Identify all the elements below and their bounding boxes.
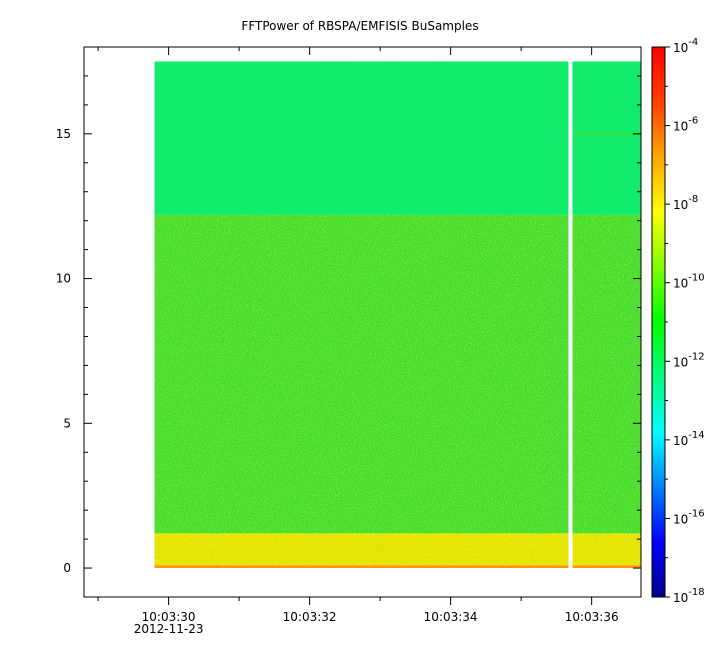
y-tick-label: 0 (63, 561, 71, 575)
spectrogram-texture-band (572, 565, 641, 569)
colorbar-fill (652, 47, 665, 597)
spectrogram-texture-band (154, 533, 569, 566)
colorbar-tick-label: 10-6 (673, 116, 698, 134)
x-tick-label: 10:03:36 (565, 610, 619, 624)
plot-frame (83, 46, 642, 598)
spectrogram-texture-band (154, 214, 569, 534)
colorbar-tick-label: 10-16 (673, 508, 705, 526)
y-tick-label: 5 (63, 416, 71, 430)
colorbar-tick-label: 10-10 (673, 273, 705, 291)
x-tick-label: 10:03:30 (142, 610, 196, 624)
colorbar: 10-4 10-6 10-8 10-10 10-12 10-14 10-16 10-18 (651, 37, 705, 605)
spectrogram-texture-band (154, 61, 569, 215)
spectrogram-texture (154, 61, 641, 569)
x-date-label: 2012-11-23 (134, 622, 204, 636)
colorbar-tick-label: 10-4 (673, 37, 698, 55)
colorbar-tick-label: 10-14 (673, 430, 705, 448)
plot-area (83, 46, 642, 598)
spectrogram-texture-band (572, 214, 641, 534)
spectrogram-texture-band (154, 565, 569, 569)
spectrogram-texture-band (572, 533, 641, 566)
y-tick-label: 10 (56, 272, 71, 286)
spectrogram-texture-band (572, 61, 641, 215)
colorbar-tick-label: 10-8 (673, 194, 698, 212)
x-tick-label: 10:03:34 (424, 610, 478, 624)
colorbar-ticks: 10-4 10-6 10-8 10-10 10-12 10-14 10-16 10-18 (665, 37, 705, 605)
y-tick-label: 15 (56, 127, 71, 141)
colorbar-tick-label: 10-12 (673, 351, 705, 369)
chart-title: FFTPower of RBSPA/EMFISIS BuSamples (241, 19, 478, 33)
x-tick-label: 10:03:32 (283, 610, 337, 624)
y-axis: 0 5 10 15 (56, 46, 641, 598)
colorbar-tick-label: 10-18 (673, 587, 705, 605)
